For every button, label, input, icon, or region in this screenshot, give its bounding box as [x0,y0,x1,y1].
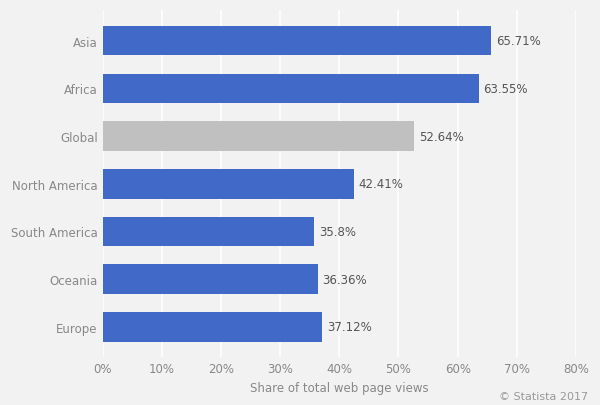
Bar [103,265,318,294]
Bar [103,75,479,104]
Text: 52.64%: 52.64% [419,130,464,143]
Text: 36.36%: 36.36% [323,273,367,286]
Bar [103,122,414,151]
Text: 65.71%: 65.71% [496,35,541,48]
Text: © Statista 2017: © Statista 2017 [499,391,588,401]
Text: 35.8%: 35.8% [319,226,356,239]
Bar [103,312,322,342]
Text: 37.12%: 37.12% [327,321,372,334]
Text: 63.55%: 63.55% [484,83,528,96]
Bar [103,27,491,56]
X-axis label: Share of total web page views: Share of total web page views [250,381,428,394]
Bar [103,217,314,247]
Bar [103,170,353,199]
Text: 42.41%: 42.41% [358,178,403,191]
